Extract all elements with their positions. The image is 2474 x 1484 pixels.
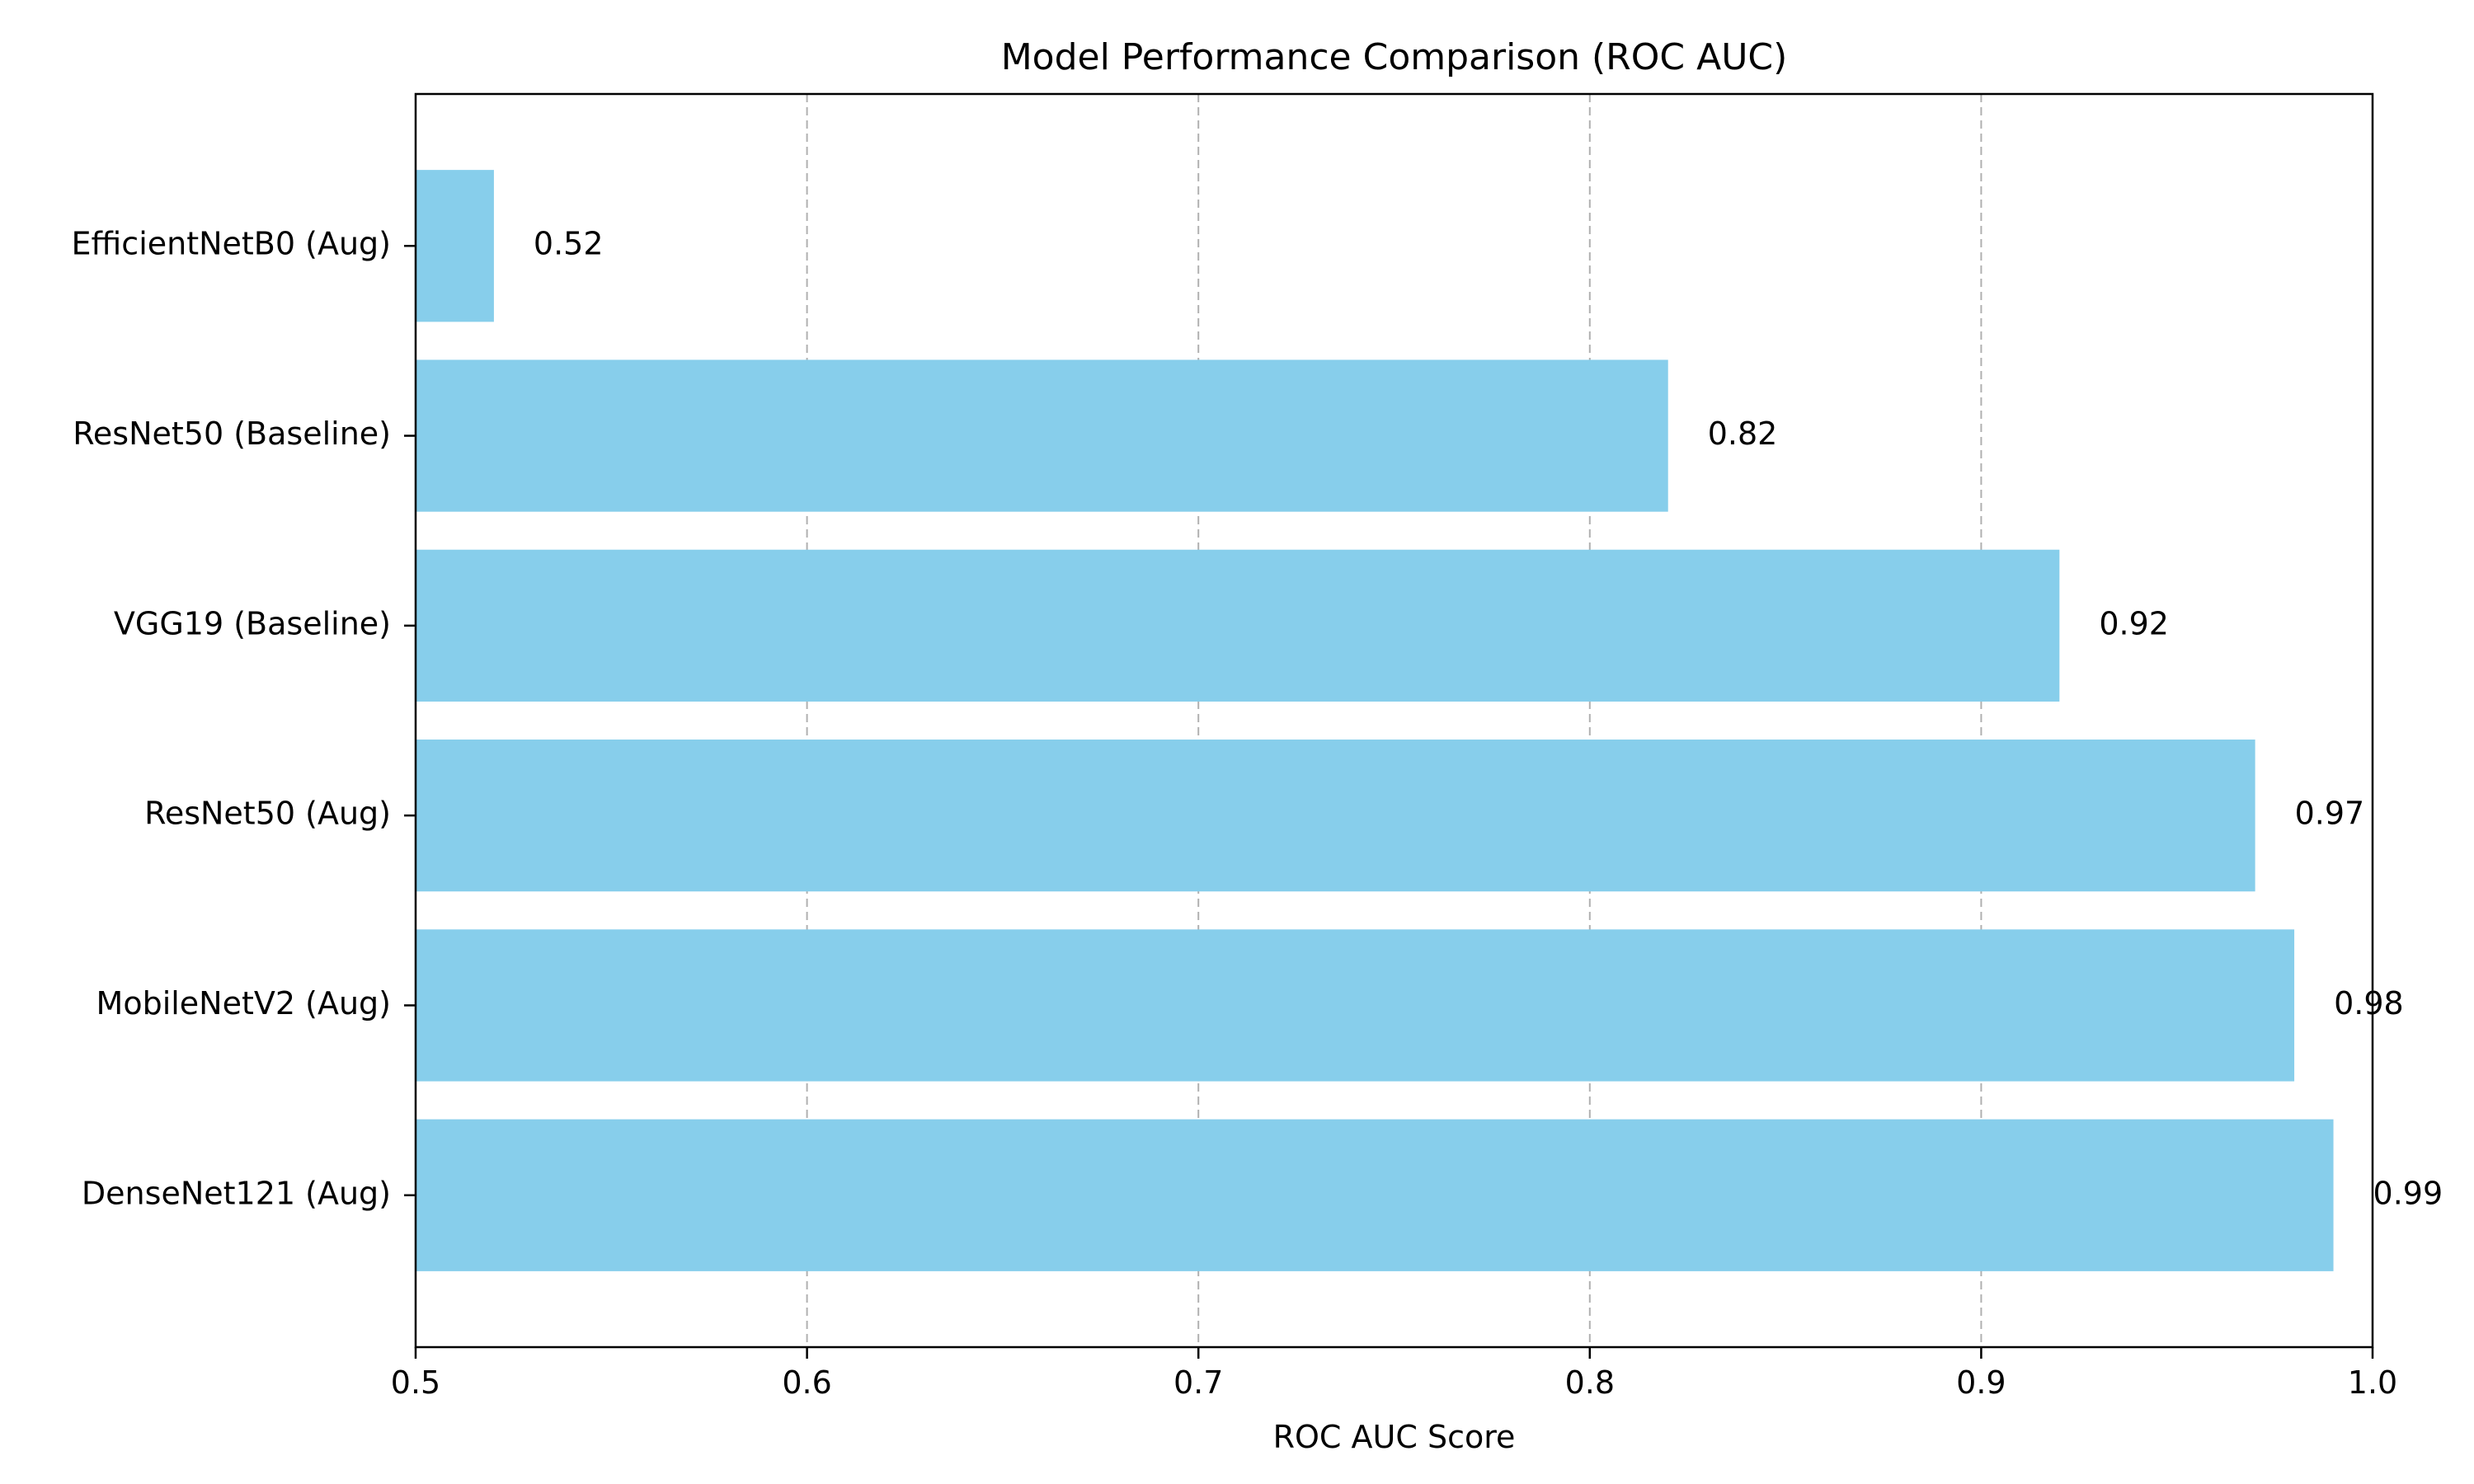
bar — [416, 1119, 2334, 1271]
y-axis: DenseNet121 (Aug) MobileNetV2 (Aug) ResNet… — [72, 226, 416, 1211]
x-axis: 0.5 0.6 0.7 0.8 0.9 1.0 — [391, 1347, 2397, 1401]
bar-value-label: 0.52 — [534, 226, 604, 262]
x-tick-label: 0.5 — [391, 1364, 440, 1401]
bar-value-label: 0.99 — [2373, 1175, 2443, 1211]
bar — [416, 359, 1668, 512]
bar — [416, 549, 2060, 702]
y-tick-label: MobileNetV2 (Aug) — [96, 985, 391, 1021]
x-tick-label: 0.8 — [1565, 1364, 1615, 1401]
plot-frame — [414, 92, 2374, 1349]
x-tick-label: 0.9 — [1956, 1364, 2006, 1401]
x-tick-label: 0.7 — [1174, 1364, 1223, 1401]
x-tick-label: 0.6 — [782, 1364, 831, 1401]
bar — [416, 740, 2255, 892]
bar — [416, 929, 2295, 1082]
bar-value-label: 0.97 — [2295, 796, 2365, 832]
bar — [416, 170, 494, 322]
y-tick-label: ResNet50 (Baseline) — [73, 416, 391, 452]
value-labels: 0.99 0.98 0.97 0.92 0.82 0.52 — [534, 226, 2443, 1212]
bars — [416, 170, 2334, 1271]
bar-value-label: 0.92 — [2099, 605, 2169, 641]
y-tick-label: VGG19 (Baseline) — [114, 605, 391, 641]
x-tick-label: 1.0 — [2348, 1364, 2397, 1401]
y-tick-label: EfficientNetB0 (Aug) — [72, 226, 391, 262]
x-axis-label: ROC AUC Score — [1273, 1419, 1516, 1455]
bar-value-label: 0.82 — [1708, 416, 1778, 452]
chart-title: Model Performance Comparison (ROC AUC) — [1001, 36, 1788, 78]
y-tick-label: ResNet50 (Aug) — [144, 796, 391, 832]
bar-value-label: 0.98 — [2334, 985, 2404, 1021]
y-tick-label: DenseNet121 (Aug) — [82, 1175, 391, 1211]
